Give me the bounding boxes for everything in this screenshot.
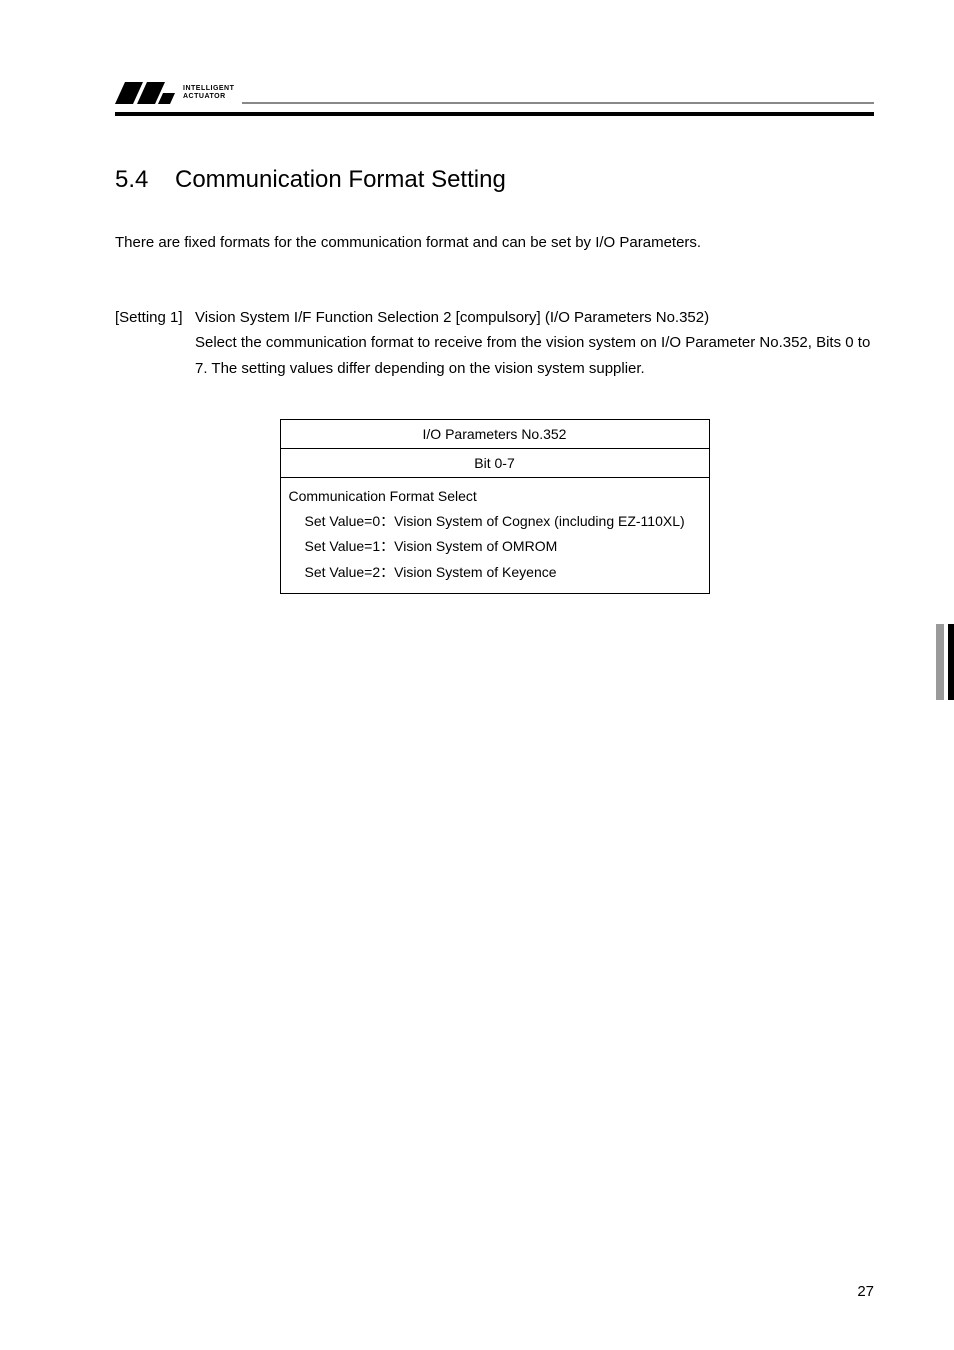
table-row: Set Value=1：Vision System of OMROM	[289, 534, 699, 559]
header-bar: INTELLIGENT ACTUATOR	[115, 80, 874, 106]
table-header-2: Bit 0-7	[280, 449, 709, 478]
setting-row: [Setting 1] Vision System I/F Function S…	[115, 305, 874, 382]
setting-body: Vision System I/F Function Selection 2 […	[195, 305, 874, 382]
table-cell: Communication Format Select Set Value=0：…	[280, 478, 709, 594]
table-cell-title: Communication Format Select	[289, 484, 699, 509]
logo-icon	[115, 80, 177, 106]
header-line-grey	[242, 102, 874, 104]
logo-text-line1: INTELLIGENT	[183, 85, 234, 93]
side-tab	[936, 624, 954, 700]
table-row: Set Value=2：Vision System of Keyence	[289, 560, 699, 585]
logo-text-line2: ACTUATOR	[183, 93, 234, 101]
page-container: INTELLIGENT ACTUATOR 5.4 Communication F…	[0, 0, 954, 1350]
section-number: 5.4	[115, 166, 155, 194]
setting-label: [Setting 1]	[115, 305, 195, 382]
intro-text: There are fixed formats for the communic…	[115, 232, 874, 255]
header-line-black	[115, 112, 874, 116]
param-table: I/O Parameters No.352 Bit 0-7 Communicat…	[280, 419, 710, 594]
logo-text: INTELLIGENT ACTUATOR	[183, 85, 234, 100]
table-header-1: I/O Parameters No.352	[280, 420, 709, 449]
section-title: Communication Format Setting	[175, 166, 506, 194]
setting-line1: Vision System I/F Function Selection 2 […	[195, 305, 874, 331]
setting-block: [Setting 1] Vision System I/F Function S…	[115, 305, 874, 382]
side-tab-black	[948, 624, 954, 700]
logo-area: INTELLIGENT ACTUATOR	[115, 80, 234, 106]
page-number: 27	[857, 1283, 874, 1300]
setting-line2: Select the communication format to recei…	[195, 330, 874, 381]
table-row: Set Value=0：Vision System of Cognex (inc…	[289, 509, 699, 534]
side-tab-grey	[936, 624, 944, 700]
section-heading: 5.4 Communication Format Setting	[115, 166, 874, 194]
